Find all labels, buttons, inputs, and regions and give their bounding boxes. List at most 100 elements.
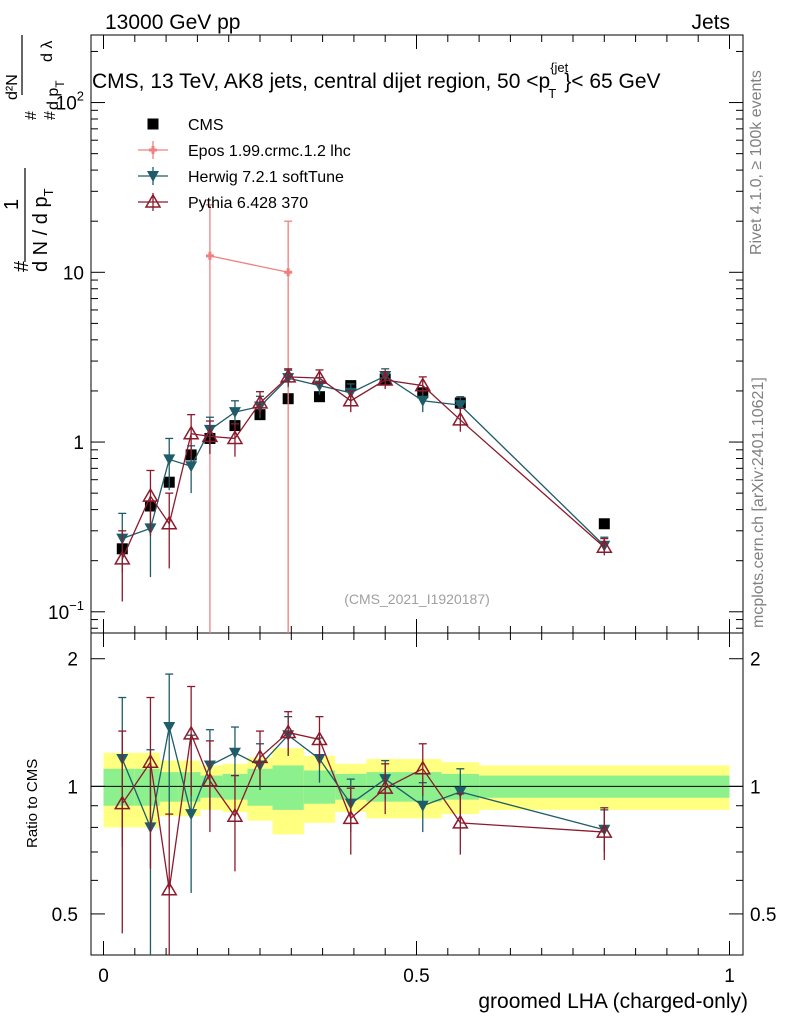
herwig-7-2-1-softtune-ratio-point (416, 800, 429, 812)
pythia-6-428-370-ratio-point (226, 807, 244, 822)
x-tick-label: 0.5 (403, 966, 429, 987)
legend: CMS Epos 1.99.crmc.1.2 lhc Herwig 7.2.1 so… (138, 117, 351, 212)
pythia-6-428-370-point (182, 425, 200, 440)
mcplots-label: mcplots.cern.ch [arXiv:2401.10621] (750, 377, 767, 628)
legend-label-pythia-6-428-370: Pythia 6.428 370 (188, 195, 308, 212)
herwig-7-2-1-softtune-point (185, 461, 198, 473)
ylabel-dpT-sub: T (53, 80, 67, 88)
pythia-6-428-370-ratio-point (414, 760, 432, 775)
pythia-6-428-370-point (160, 515, 178, 530)
ylabel-dlambda: d λ (39, 41, 56, 62)
y-tick-label: 10−1 (48, 598, 84, 624)
ratio-tick-label-right: 1 (750, 777, 761, 798)
herwig-7-2-1-softtune-point (454, 400, 467, 412)
epos-1-99-crmc-1-2-lhc-point (284, 268, 293, 277)
cms-point (313, 391, 325, 403)
pythia-6-428-370-point (279, 368, 297, 383)
pythia-6-428-370-ratio-point (342, 809, 360, 825)
title-main: CMS, 13 TeV, AK8 jets, central dijet reg… (92, 70, 550, 93)
pythia-6-428-370-point (113, 550, 131, 565)
pythia-6-428-370-ratio-point (251, 748, 269, 764)
pythia-6-428-370-ratio-point (142, 753, 159, 768)
title-sup: {jet (550, 60, 568, 75)
y-tick-base: 10 (48, 603, 69, 624)
pythia-6-428-370-point (452, 411, 469, 426)
ylabel-one: 1 (1, 199, 23, 210)
ylabel-hash-den: # (42, 111, 59, 120)
pythia-6-428-370-point (376, 371, 394, 386)
ylabel-d2N: d²N (4, 74, 21, 100)
ratio-tick-label-left: 1 (67, 777, 78, 798)
pythia-6-428-370-point (595, 538, 613, 554)
y-axis-label: # 1 d N / d pT # # d²N d pT d λ (1, 35, 67, 272)
legend-marker-pythia-6-428-370 (144, 193, 162, 208)
pythia-6-428-370-point (311, 369, 328, 384)
ylabel-hash-num: # (23, 111, 40, 120)
rivet-label: Rivet 4.1.0, ≥ 100k events (748, 70, 765, 255)
analysis-watermark: (CMS_2021_I1920187) (344, 591, 490, 607)
y-tick-label: 10 (63, 263, 84, 284)
ylabel-dpT: d pT (45, 80, 67, 110)
ratio-series (113, 673, 613, 955)
legend-marker-cms (147, 118, 159, 130)
title-after: }< 65 GeV (564, 70, 660, 93)
title-sub: T (548, 86, 556, 101)
y-tick-label: 1 (73, 433, 84, 454)
pythia-6-428-370-line (121, 376, 605, 560)
epos-1-99-crmc-1-2-lhc-point (205, 251, 214, 260)
ylabel-dN-text: d N / d p (30, 196, 52, 272)
ylabel-dN-sub: T (41, 188, 56, 196)
legend-label-herwig-7-2-1-softtune: Herwig 7.2.1 softTune (188, 169, 344, 186)
band-green (272, 765, 304, 810)
legend-label-epos-1-99-crmc-1-2-lhc: Epos 1.99.crmc.1.2 lhc (188, 143, 351, 160)
pythia-6-428-370-point (142, 487, 159, 502)
y-tick-base: 10 (56, 94, 77, 115)
ratio-tick-label-right: 2 (750, 650, 761, 671)
pythia-6-428-370-point (251, 394, 269, 409)
ratio-tick-label-right: 0.5 (750, 905, 776, 926)
x-axis-label: groomed LHA (charged-only) (478, 990, 748, 1013)
plot-title: CMS, 13 TeV, AK8 jets, central dijet reg… (92, 60, 661, 101)
ratio-uncertainty-bands (103, 748, 730, 835)
pythia-6-428-370-ratio-point (182, 725, 200, 740)
herwig-7-2-1-softtune-point (228, 407, 241, 419)
legend-marker-herwig-7-2-1-softtune (147, 171, 159, 182)
pythia-6-428-370-ratio-point (201, 772, 219, 787)
cms-point (598, 518, 610, 530)
header-left: 13000 GeV pp (105, 11, 240, 34)
pythia-6-428-370-ratio-point (160, 881, 178, 896)
herwig-7-2-1-softtune-point (416, 395, 429, 407)
ylabel-hash-left: # (11, 260, 33, 272)
band-green (103, 768, 135, 806)
herwig-7-2-1-softtune-point (163, 454, 176, 466)
y-tick-exp: −1 (69, 598, 84, 613)
herwig-7-2-1-softtune-ratio-point (228, 747, 241, 759)
ylabel-dpT-text: d p (45, 88, 62, 110)
pythia-6-428-370-ratio-point (376, 779, 394, 794)
header-right: Jets (691, 11, 730, 34)
pythia-6-428-370-point (201, 427, 219, 443)
y-tick-base: 1 (73, 433, 84, 454)
y-tick-label: 102 (56, 89, 84, 115)
pythia-6-428-370-point (414, 377, 432, 392)
ratio-tick-label-left: 0.5 (52, 905, 78, 926)
y-tick-exp: 2 (77, 89, 84, 104)
legend-marker-epos-1-99-crmc-1-2-lhc (149, 146, 157, 154)
main-series (113, 204, 613, 633)
herwig-7-2-1-softtune-ratio-point (454, 786, 467, 798)
ratio-tick-label-left: 2 (67, 650, 78, 671)
epos-1-99-crmc-1-2-lhc-line (209, 255, 289, 273)
ylabel-dN: d N / d pT (30, 188, 56, 272)
herwig-7-2-1-softtune-line (122, 375, 605, 547)
herwig-7-2-1-softtune-ratio-point (185, 809, 198, 821)
herwig-7-2-1-softtune-ratio-line (121, 726, 605, 831)
pythia-6-428-370-ratio-point (113, 795, 131, 810)
y-tick-base: 10 (63, 263, 84, 284)
ratio-y-label: Ratio to CMS (24, 759, 41, 848)
pythia-6-428-370-point (342, 392, 360, 407)
x-tick-label: 0 (98, 966, 109, 987)
pythia-6-428-370-ratio-point (311, 730, 328, 746)
